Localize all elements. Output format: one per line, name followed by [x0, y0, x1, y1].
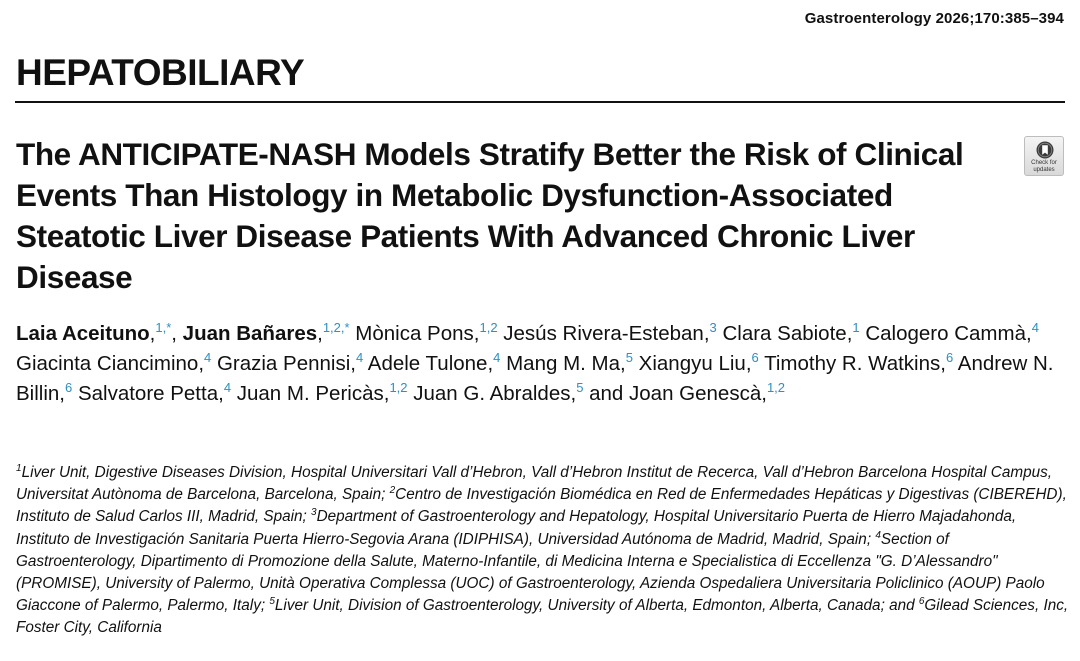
author-affiliation-ref[interactable]: 1,2: [389, 380, 408, 395]
author-affiliation-ref[interactable]: 6: [945, 350, 954, 365]
author-affiliation-ref[interactable]: 1,*: [155, 320, 172, 335]
author-name: Mònica Pons: [355, 322, 474, 345]
journal-reference: Gastroenterology 2026;170:385–394: [804, 10, 1064, 27]
author-name: Calogero Cammà: [865, 322, 1026, 345]
affiliation-number: 3: [311, 507, 317, 519]
author-affiliation-ref[interactable]: 3: [709, 320, 717, 335]
affiliation-number: 1: [16, 463, 22, 474]
check-for-updates-button[interactable]: Check for updates: [1024, 136, 1064, 176]
author-name: Juan M. Pericàs: [236, 382, 384, 405]
affiliation-text: Centro de Investigación Biomédica en Red…: [16, 486, 1067, 526]
affiliation-number: 6: [918, 596, 925, 608]
check-for-updates-line-2: updates: [1033, 166, 1055, 173]
author-name: Clara Sabiote: [722, 322, 847, 345]
author-name: Juan Bañares: [182, 322, 318, 345]
author-name: Timothy R. Watkins: [764, 352, 941, 375]
affiliation-number: 5: [269, 596, 275, 608]
affiliation-text: Department of Gastroenterology and Hepat…: [16, 508, 1017, 548]
author-affiliation-ref[interactable]: 4: [493, 350, 501, 365]
author-name: Jesús Rivera-Esteban: [503, 322, 704, 345]
affiliation-list: 1Liver Unit, Digestive Diseases Division…: [16, 462, 1071, 640]
affiliation-text: Liver Unit, Division of Gastroenterology…: [274, 597, 919, 615]
article-title: The ANTICIPATE-NASH Models Stratify Bett…: [16, 136, 964, 295]
author-name: Adele Tulone: [367, 352, 488, 375]
author-list: Laia Aceituno,1,*, Juan Bañares,1,2,* Mò…: [16, 320, 1054, 405]
author-separator: ,: [171, 322, 183, 345]
author-separator: and: [583, 382, 630, 405]
check-for-updates-label: Check for updates: [1025, 160, 1063, 173]
author-affiliation-ref[interactable]: 4: [223, 380, 232, 395]
affiliation-text: Liver Unit, Digestive Diseases Division,…: [16, 464, 1053, 504]
author-name: Juan G. Abraldes: [413, 382, 571, 405]
author-affiliation-ref[interactable]: 4: [355, 350, 364, 365]
author-name: Xiangyu Liu: [638, 352, 746, 375]
author-affiliation-ref[interactable]: 1,2: [479, 320, 498, 335]
affiliation-number: 2: [389, 485, 396, 497]
check-for-updates-line-1: Check for: [1031, 160, 1057, 166]
author-affiliation-ref[interactable]: 4: [1031, 320, 1039, 335]
bookmark-icon: [1036, 141, 1054, 159]
author-affiliation-ref[interactable]: 6: [751, 350, 759, 365]
author-affiliation-ref[interactable]: 1,2: [766, 380, 786, 395]
affiliation-number: 4: [875, 529, 881, 541]
author-affiliation-ref[interactable]: 4: [204, 350, 212, 365]
section-heading: HEPATOBILIARY: [16, 52, 305, 93]
author-name: Joan Genescà: [629, 382, 762, 405]
author-affiliation-ref[interactable]: 1,2,*: [322, 320, 350, 335]
author-name: Grazia Pennisi: [216, 352, 351, 375]
author-name: Salvatore Petta: [77, 382, 219, 405]
section-divider: [15, 101, 1065, 103]
author-name: Andrew N. Billin: [16, 352, 1054, 405]
author-affiliation-ref[interactable]: 6: [65, 380, 73, 395]
author-affiliation-ref[interactable]: 5: [625, 350, 633, 365]
author-name: Giacinta Ciancimino: [16, 352, 199, 375]
affiliation-text: Section of Gastroenterology, Dipartiment…: [16, 530, 1045, 615]
affiliation-text: Gilead Sciences, Inc, Foster City, Calif…: [16, 597, 1069, 637]
author-affiliation-ref[interactable]: 1: [852, 320, 860, 335]
author-name: Laia Aceituno: [16, 322, 150, 345]
author-name: Mang M. Ma: [506, 352, 621, 375]
author-affiliation-ref[interactable]: 5: [576, 380, 584, 395]
